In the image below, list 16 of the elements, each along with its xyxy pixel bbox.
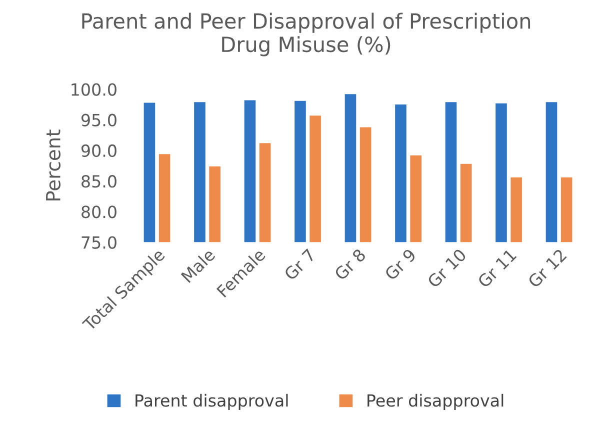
y-tick-label: 100.0 — [72, 83, 116, 96]
y-axis-title: Percent — [46, 130, 60, 200]
legend-label: Parent disapproval — [136, 394, 288, 410]
y-tick-label: 85.0 — [82, 175, 116, 188]
y-tick-label: 75.0 — [82, 236, 116, 249]
x-tick-label: Gr 8 — [334, 248, 366, 281]
chart-title: Parent and Peer Disapproval of Prescription Drug Misuse (%) — [82, 12, 530, 56]
y-tick-label: 95.0 — [81, 114, 116, 126]
x-tick-label: Gr 7 — [283, 248, 316, 281]
x-tick-label: Gr 9 — [384, 248, 417, 281]
x-tick-label: Gr 12 — [527, 248, 567, 288]
x-tick-label: Gr 11 — [476, 248, 517, 288]
y-tick-label: 80.0 — [82, 206, 116, 218]
x-tick-label: Gr 10 — [426, 248, 467, 288]
legend-label: Peer disapproval — [368, 394, 504, 410]
y-tick-label: 90.0 — [81, 144, 116, 158]
